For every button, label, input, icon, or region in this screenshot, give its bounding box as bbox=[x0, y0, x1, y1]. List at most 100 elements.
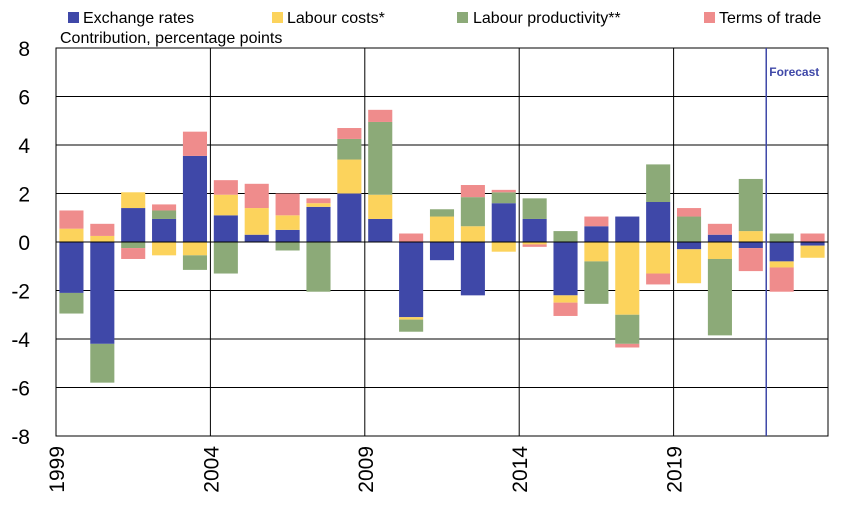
legend-swatch-labour-costs bbox=[272, 12, 283, 23]
bar-segment-exchange-rates bbox=[337, 193, 362, 242]
bar-segment-exchange-rates bbox=[121, 208, 146, 242]
bar-segment-exchange-rates bbox=[399, 242, 424, 318]
bar-segment-labour-productivity bbox=[738, 178, 763, 232]
y-tick-label: 6 bbox=[18, 87, 30, 110]
bar-segment-labour-productivity bbox=[522, 198, 547, 219]
bar-segment-exchange-rates bbox=[429, 242, 455, 261]
bar-segment-labour-costs bbox=[460, 226, 485, 242]
bar-segment-exchange-rates bbox=[460, 242, 485, 296]
y-tick-label: -4 bbox=[11, 329, 30, 352]
y-tick-label: -2 bbox=[11, 281, 30, 304]
bar-segment-labour-costs bbox=[244, 208, 269, 235]
bar-segment-labour-costs bbox=[182, 242, 208, 256]
bar-segment-exchange-rates bbox=[90, 242, 115, 344]
bar-segment-terms-of-trade bbox=[553, 302, 578, 316]
bar-segment-terms-of-trade bbox=[769, 267, 794, 292]
bar-segment-labour-costs bbox=[615, 242, 640, 315]
bar-segment-exchange-rates bbox=[800, 242, 825, 246]
x-tick-label: 2004 bbox=[200, 446, 223, 493]
bar-segment-terms-of-trade bbox=[615, 343, 640, 348]
x-tick-label: 2009 bbox=[355, 446, 378, 493]
y-tick-label: -8 bbox=[11, 426, 30, 449]
x-tick-label: 2014 bbox=[509, 446, 532, 493]
bar-segment-exchange-rates bbox=[676, 242, 702, 250]
bar-segment-labour-costs bbox=[429, 216, 455, 242]
legend-label-terms-of-trade: Terms of trade bbox=[719, 10, 821, 27]
bar-segment-exchange-rates bbox=[769, 242, 794, 262]
bar-segment-labour-productivity bbox=[707, 258, 732, 336]
bar-segment-labour-productivity bbox=[615, 314, 640, 344]
bar-segment-exchange-rates bbox=[213, 215, 238, 242]
bar-segment-exchange-rates bbox=[615, 216, 640, 242]
bar-segment-terms-of-trade bbox=[59, 210, 84, 229]
bar-segment-exchange-rates bbox=[275, 229, 300, 242]
bar-segment-terms-of-trade bbox=[460, 185, 485, 198]
bar-segment-exchange-rates bbox=[491, 203, 516, 242]
bar-segment-labour-productivity bbox=[460, 197, 485, 227]
bar-segment-terms-of-trade bbox=[584, 216, 609, 227]
bar-segment-exchange-rates bbox=[306, 206, 331, 242]
bar-segment-labour-costs bbox=[676, 249, 702, 284]
bar-segment-labour-productivity bbox=[213, 242, 238, 274]
bar-segment-terms-of-trade bbox=[676, 208, 702, 217]
bar-segment-labour-productivity bbox=[429, 209, 455, 217]
bar-segment-labour-costs bbox=[522, 242, 547, 245]
bar-segment-labour-productivity bbox=[337, 138, 362, 160]
bars bbox=[59, 109, 825, 383]
y-tick-label: -6 bbox=[11, 378, 30, 401]
bar-segment-terms-of-trade bbox=[368, 109, 393, 122]
bar-segment-terms-of-trade bbox=[337, 128, 362, 139]
bar-segment-labour-costs bbox=[800, 245, 825, 258]
bar-segment-terms-of-trade bbox=[707, 223, 732, 235]
bar-segment-labour-productivity bbox=[59, 292, 84, 314]
bar-segment-labour-costs bbox=[90, 235, 115, 242]
bar-segment-terms-of-trade bbox=[90, 223, 115, 236]
legend-label-labour-costs: Labour costs* bbox=[287, 10, 385, 27]
bar-segment-labour-costs bbox=[491, 242, 516, 252]
bar-segment-labour-costs bbox=[275, 215, 300, 230]
bar-segment-terms-of-trade bbox=[244, 183, 269, 209]
chart-subtitle: Contribution, percentage points bbox=[60, 30, 282, 47]
bar-segment-exchange-rates bbox=[244, 234, 269, 242]
bar-segment-terms-of-trade bbox=[121, 248, 146, 259]
bar-segment-exchange-rates bbox=[707, 234, 732, 242]
bar-segment-labour-productivity bbox=[584, 261, 609, 304]
axes: 8 6 4 2 0 -2 -4 -6 -8 1999 2004 2009 2014 2019 bbox=[11, 38, 829, 493]
bar-segment-labour-costs bbox=[584, 242, 609, 262]
bar-segment-labour-productivity bbox=[121, 242, 146, 249]
bar-segment-terms-of-trade bbox=[182, 131, 208, 156]
legend: Exchange rates Labour costs* Labour prod… bbox=[68, 10, 821, 27]
bar-segment-labour-costs bbox=[707, 242, 732, 259]
x-tick-label: 1999 bbox=[46, 446, 69, 493]
bar-segment-labour-productivity bbox=[491, 192, 516, 204]
bar-segment-terms-of-trade bbox=[738, 248, 763, 272]
bar-segment-exchange-rates bbox=[646, 201, 671, 242]
bar-segment-labour-costs bbox=[399, 317, 424, 320]
legend-label-labour-productivity: Labour productivity** bbox=[473, 10, 621, 27]
y-tick-label: 0 bbox=[18, 232, 30, 255]
bar-segment-terms-of-trade bbox=[491, 189, 516, 193]
y-tick-label: 8 bbox=[18, 38, 30, 61]
legend-swatch-labour-productivity bbox=[457, 12, 468, 23]
bar-segment-terms-of-trade bbox=[152, 204, 177, 211]
forecast-label: Forecast bbox=[769, 65, 819, 79]
bar-segment-labour-productivity bbox=[676, 216, 702, 242]
bar-segment-labour-productivity bbox=[553, 231, 578, 242]
bar-segment-exchange-rates bbox=[368, 218, 393, 242]
bar-segment-labour-productivity bbox=[152, 210, 177, 219]
bar-segment-labour-productivity bbox=[275, 242, 300, 251]
bar-segment-labour-productivity bbox=[769, 233, 794, 242]
bar-segment-labour-costs bbox=[769, 261, 794, 268]
bar-segment-exchange-rates bbox=[738, 242, 763, 249]
bar-segment-labour-costs bbox=[738, 231, 763, 242]
bar-segment-terms-of-trade bbox=[399, 233, 424, 242]
bar-segment-terms-of-trade bbox=[213, 180, 238, 195]
bar-segment-labour-costs bbox=[646, 242, 671, 274]
y-tick-label: 4 bbox=[18, 135, 30, 158]
bar-segment-labour-productivity bbox=[306, 242, 331, 292]
bar-segment-labour-productivity bbox=[90, 343, 115, 383]
bar-segment-labour-costs bbox=[553, 295, 578, 303]
bar-segment-labour-productivity bbox=[182, 255, 208, 270]
bar-segment-terms-of-trade bbox=[306, 198, 331, 204]
